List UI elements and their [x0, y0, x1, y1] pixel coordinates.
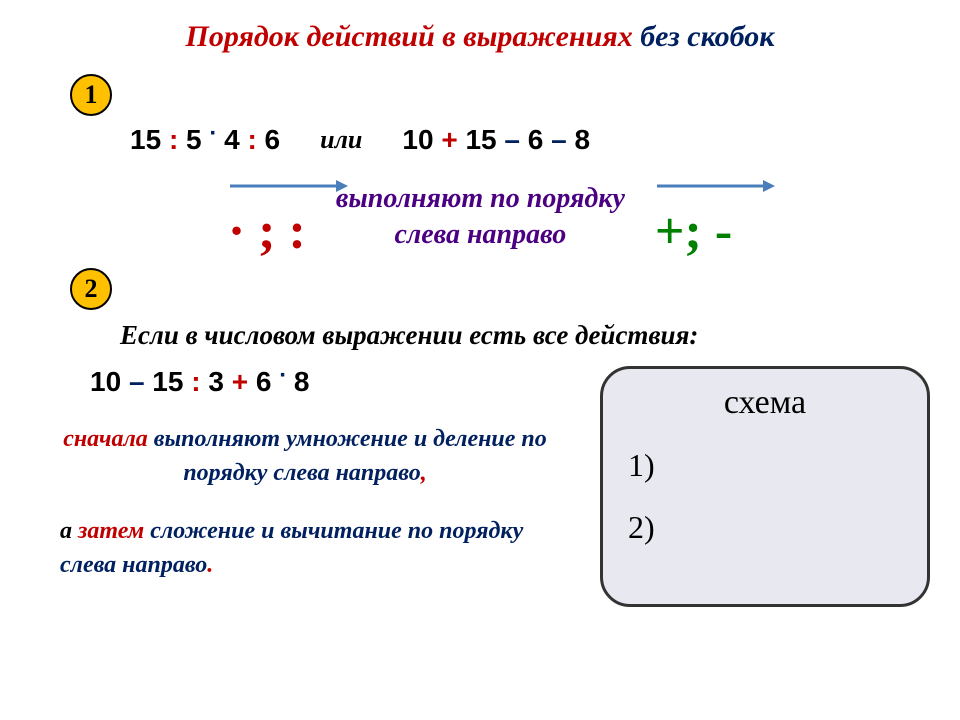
- rules-column: 10 – 15 : 3 + 6 · 8 сначала выполняют ум…: [30, 366, 580, 607]
- section-1: 1 15 : 5 · 4 : 6 или 10 + 15 – 6 – 8: [30, 74, 930, 258]
- expression-mixed: 10 – 15 : 3 + 6 · 8: [90, 366, 580, 398]
- op-minus: –: [504, 124, 527, 155]
- add-sub-symbols: +; -: [655, 206, 732, 258]
- rule-1: сначала выполняют умножение и деление по…: [30, 423, 580, 490]
- page-title: Порядок действий в выражениях без скобок: [30, 20, 930, 54]
- add-sub-symbols-group: +; -: [655, 176, 732, 258]
- mult-div-symbols-group: · ; :: [228, 176, 306, 258]
- rule-2: а затем сложение и вычитание по порядку …: [30, 515, 580, 582]
- lower-area: 10 – 15 : 3 + 6 · 8 сначала выполняют ум…: [30, 366, 930, 607]
- mult-div-symbols: · ; :: [228, 206, 306, 258]
- or-label: или: [320, 125, 362, 155]
- badge-2: 2: [70, 268, 112, 310]
- op-multiply: ·: [209, 120, 224, 147]
- expressions-row: 15 : 5 · 4 : 6 или 10 + 15 – 6 – 8: [130, 124, 930, 156]
- section2-heading: Если в числовом выражении есть все дейст…: [120, 320, 930, 351]
- op-minus: –: [551, 124, 574, 155]
- op-divide: :: [191, 366, 208, 397]
- title-blue: без скобок: [640, 20, 774, 53]
- schema-title: схема: [628, 384, 902, 422]
- op-minus: –: [129, 366, 152, 397]
- badge-1: 1: [70, 74, 112, 116]
- arrow-right-icon: [228, 176, 348, 196]
- arrow-right-icon: [655, 176, 775, 196]
- expression-right: 10 + 15 – 6 – 8: [402, 124, 590, 156]
- schema-item-1: 1): [628, 447, 902, 484]
- schema-box: схема 1) 2): [600, 366, 930, 607]
- section-2: 2 Если в числовом выражении есть все дей…: [30, 268, 930, 607]
- title-red: Порядок действий в выражениях: [186, 20, 641, 53]
- rule-text: выполняют по порядку слева направо: [336, 181, 625, 254]
- op-divide: :: [169, 124, 186, 155]
- rule-row: · ; : выполняют по порядку слева направо…: [30, 176, 930, 258]
- expression-left: 15 : 5 · 4 : 6: [130, 124, 280, 156]
- schema-item-2: 2): [628, 509, 902, 546]
- op-multiply: ·: [279, 362, 294, 389]
- op-plus: +: [441, 124, 465, 155]
- op-divide: :: [247, 124, 264, 155]
- op-plus: +: [232, 366, 256, 397]
